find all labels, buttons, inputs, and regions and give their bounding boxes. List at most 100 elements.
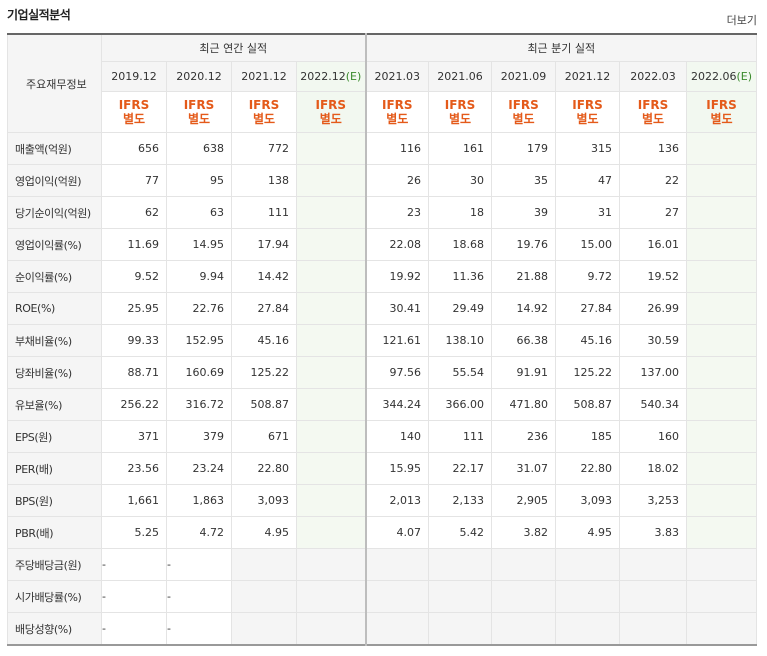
value-cell: 140 xyxy=(364,420,430,453)
value-cell: 29.49 xyxy=(428,292,493,325)
row-label: 시가배당률(%) xyxy=(7,580,102,613)
value-cell: 22.80 xyxy=(231,452,297,485)
empty-cell xyxy=(428,612,493,646)
value-cell: - xyxy=(101,580,167,613)
table-row: 영업이익(억원) 77 95 138 26 30 35 47 22 xyxy=(7,164,758,197)
ifrs-label: IFRS xyxy=(183,98,215,112)
value-cell xyxy=(686,228,758,261)
value-cell: 379 xyxy=(166,420,232,453)
value-cell: - xyxy=(101,548,167,581)
value-cell xyxy=(295,420,367,453)
empty-cell xyxy=(555,580,621,613)
separate-label: 별도 xyxy=(187,112,211,126)
ifrs-label: IFRS xyxy=(444,98,476,112)
period-label: 2021.09 xyxy=(500,70,547,83)
value-cell: 22.76 xyxy=(166,292,232,325)
value-cell xyxy=(686,420,758,453)
value-cell: 23.24 xyxy=(166,452,232,485)
period-header: 2021.12 xyxy=(555,61,621,92)
value-cell xyxy=(295,260,367,293)
value-cell: 14.92 xyxy=(491,292,557,325)
value-cell xyxy=(295,388,367,421)
value-cell: 137.00 xyxy=(619,356,688,389)
value-cell: 3,093 xyxy=(231,484,297,517)
value-cell: 656 xyxy=(101,132,167,165)
value-cell: 3,093 xyxy=(555,484,621,517)
value-cell: 22.17 xyxy=(428,452,493,485)
empty-cell xyxy=(231,612,297,646)
value-cell: 91.91 xyxy=(491,356,557,389)
value-cell: 1,661 xyxy=(101,484,167,517)
value-cell: 125.22 xyxy=(555,356,621,389)
value-cell: 136 xyxy=(619,132,688,165)
value-cell: 772 xyxy=(231,132,297,165)
separate-label: 별도 xyxy=(122,112,146,126)
value-cell: 18.68 xyxy=(428,228,493,261)
value-cell xyxy=(686,260,758,293)
value-cell: 18 xyxy=(428,196,493,229)
value-cell: 160.69 xyxy=(166,356,232,389)
value-cell xyxy=(686,196,758,229)
value-cell: 3.82 xyxy=(491,516,557,549)
period-header: 2021.03 xyxy=(364,61,430,92)
value-cell: 95 xyxy=(166,164,232,197)
value-cell: 508.87 xyxy=(555,388,621,421)
value-cell: 116 xyxy=(364,132,430,165)
value-cell: 1,863 xyxy=(166,484,232,517)
value-cell xyxy=(295,164,367,197)
value-cell: 4.07 xyxy=(364,516,430,549)
group-annual: 최근 연간 실적 xyxy=(100,33,367,62)
table-row: 주당배당금(원) - - xyxy=(7,548,758,581)
value-cell: 9.94 xyxy=(166,260,232,293)
value-cell: 47 xyxy=(555,164,621,197)
value-cell: 45.16 xyxy=(231,324,297,357)
value-cell: 671 xyxy=(231,420,297,453)
value-cell xyxy=(686,324,758,357)
row-label: 영업이익률(%) xyxy=(7,228,102,261)
period-header: 2022.06(E) xyxy=(686,61,758,92)
value-cell xyxy=(686,484,758,517)
table-row: 당기순이익(억원) 62 63 111 23 18 39 31 27 xyxy=(7,196,758,229)
row-label: PER(배) xyxy=(7,452,102,485)
period-label: 2019.12 xyxy=(111,70,157,83)
value-cell xyxy=(686,452,758,485)
value-cell: 11.36 xyxy=(428,260,493,293)
table-row: ROE(%) 25.95 22.76 27.84 30.41 29.49 14.92 27.8… xyxy=(7,292,758,325)
value-cell: 15.00 xyxy=(555,228,621,261)
value-cell: 21.88 xyxy=(491,260,557,293)
table-row: 매출액(억원) 656 638 772 116 161 179 315 136 xyxy=(7,132,758,165)
value-cell: 138 xyxy=(231,164,297,197)
ifrs-label: IFRS xyxy=(315,98,347,112)
value-cell: 77 xyxy=(101,164,167,197)
empty-cell xyxy=(295,612,367,646)
table-row: 유보율(%) 256.22 316.72 508.87 344.24 366.00 471.… xyxy=(7,388,758,421)
row-label: 유보율(%) xyxy=(7,388,102,421)
empty-cell xyxy=(295,580,367,613)
value-cell xyxy=(686,292,758,325)
empty-cell xyxy=(428,548,493,581)
table-row: 영업이익률(%) 11.69 14.95 17.94 22.08 18.68 19.76 15… xyxy=(7,228,758,261)
value-cell: 45.16 xyxy=(555,324,621,357)
value-cell: 88.71 xyxy=(101,356,167,389)
empty-cell xyxy=(619,612,688,646)
table-row: PER(배) 23.56 23.24 22.80 15.95 22.17 31.07 22.8… xyxy=(7,452,758,485)
value-cell: 63 xyxy=(166,196,232,229)
value-cell: 55.54 xyxy=(428,356,493,389)
value-cell: 66.38 xyxy=(491,324,557,357)
section-title: 기업실적분석 xyxy=(7,8,71,22)
empty-cell xyxy=(364,548,430,581)
value-cell: 2,133 xyxy=(428,484,493,517)
more-link[interactable]: 더보기 xyxy=(726,14,757,27)
value-cell: 179 xyxy=(491,132,557,165)
row-label: 주당배당금(원) xyxy=(7,548,102,581)
period-label: 2022.12 xyxy=(300,70,346,83)
separate-label: 별도 xyxy=(512,112,535,126)
value-cell xyxy=(295,324,367,357)
value-cell: 27 xyxy=(619,196,688,229)
value-cell: 366.00 xyxy=(428,388,493,421)
row-label: 부채비율(%) xyxy=(7,324,102,357)
empty-cell xyxy=(491,612,557,646)
row-label: PBR(배) xyxy=(7,516,102,549)
separate-label: 별도 xyxy=(448,112,472,126)
